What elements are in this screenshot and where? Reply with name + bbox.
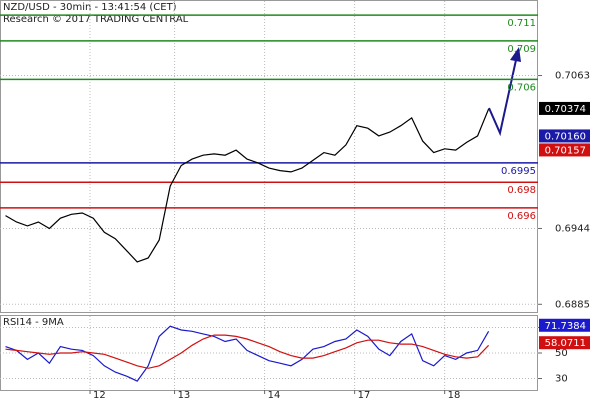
chart-subtitle: Research © 2017 TRADING CENTRAL [3, 14, 189, 25]
forecast-arrow [488, 59, 517, 137]
price-marker [539, 129, 590, 143]
series-line [5, 108, 490, 263]
price-marker [539, 318, 590, 332]
y-tick-label: 50 [555, 348, 568, 359]
forecast-arrowhead [510, 47, 521, 62]
x-tick-label: 12 [93, 390, 106, 400]
price-marker [539, 101, 590, 115]
price-marker [539, 143, 590, 157]
y-tick-label: 0.6885 [555, 299, 590, 310]
level-label: 0.698 [507, 185, 536, 196]
series-line [5, 334, 490, 369]
x-tick-label: 17 [358, 390, 371, 400]
y-tick-label: 0.7063 [555, 71, 590, 82]
price-marker-label: 71.7384 [545, 321, 586, 332]
price-marker-label: 0.70160 [545, 131, 586, 142]
x-tick-label: 14 [268, 390, 281, 400]
level-label: 0.696 [507, 211, 536, 222]
main-frame [0, 0, 538, 313]
price-marker-label: 0.70374 [545, 104, 586, 115]
level-label: 0.706 [507, 82, 536, 93]
y-tick-label: 0.6944 [555, 223, 590, 234]
x-tick-label: 18 [448, 390, 461, 400]
price-marker-label: 58.0711 [545, 338, 586, 349]
y-tick-label: 30 [555, 374, 568, 385]
level-label: 0.709 [507, 44, 536, 55]
price-marker-label: 0.70157 [545, 145, 586, 156]
series-line [5, 325, 490, 382]
rsi-title: RSI14 - 9MA [3, 317, 64, 328]
price-marker [539, 336, 590, 350]
x-tick-label: 13 [178, 390, 191, 400]
level-label: 0.711 [507, 18, 536, 29]
level-label: 0.6995 [501, 166, 536, 177]
